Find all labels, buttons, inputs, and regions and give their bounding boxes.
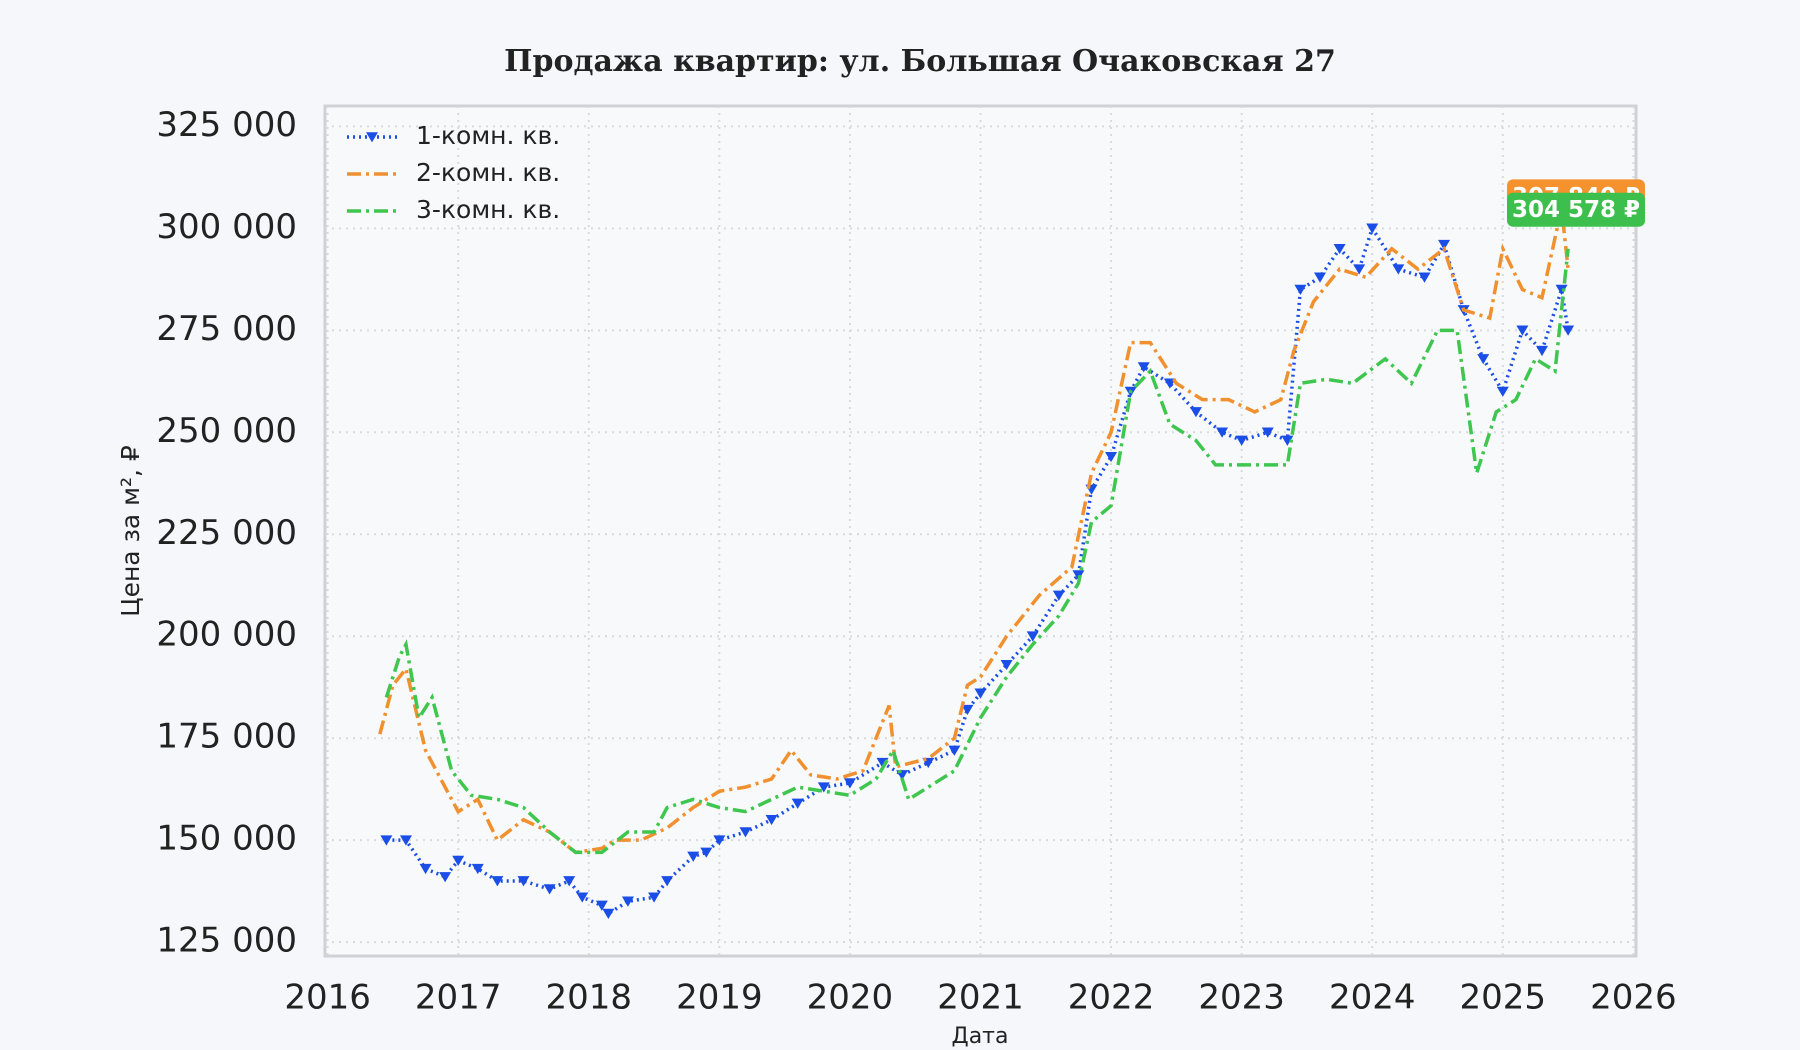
y-tick-label: 150 000	[156, 819, 297, 859]
data-point	[1314, 272, 1327, 283]
data-point	[1333, 243, 1346, 255]
data-point	[1562, 325, 1575, 336]
data-point	[563, 876, 576, 887]
x-tick-label: 2022	[1068, 978, 1155, 1018]
data-point	[1281, 435, 1294, 446]
data-point	[1163, 378, 1176, 389]
legend-label: 3-комн. кв.	[416, 195, 560, 224]
data-point	[1477, 354, 1490, 365]
data-point	[1516, 325, 1529, 336]
y-tick-label: 325 000	[156, 105, 297, 145]
data-point	[1418, 272, 1431, 283]
data-point	[419, 863, 432, 875]
y-tick-label: 175 000	[156, 717, 297, 757]
data-point	[713, 835, 726, 846]
legend-label: 1-комн. кв.	[416, 121, 560, 150]
data-point	[543, 884, 556, 895]
data-point	[974, 688, 987, 699]
x-tick-label: 2017	[415, 978, 502, 1018]
data-point	[1189, 407, 1202, 418]
x-axis-label: Дата	[952, 1024, 1009, 1049]
y-tick-label: 275 000	[156, 309, 297, 349]
data-point	[621, 896, 634, 907]
y-tick-label: 225 000	[156, 513, 297, 553]
x-tick-label: 2021	[937, 978, 1024, 1018]
data-point	[517, 876, 530, 887]
x-tick-label: 2026	[1590, 978, 1677, 1018]
data-point	[1235, 435, 1248, 446]
legend-label: 2-комн. кв.	[416, 158, 560, 187]
data-point	[1294, 284, 1307, 295]
y-tick-label: 300 000	[156, 207, 297, 247]
data-point	[1105, 451, 1118, 463]
x-tick-label: 2023	[1198, 978, 1285, 1018]
data-point	[452, 855, 465, 866]
data-point	[602, 908, 615, 919]
x-tick-label: 2025	[1460, 978, 1547, 1018]
y-tick-label: 125 000	[156, 921, 297, 961]
data-point	[576, 892, 589, 903]
data-point	[961, 704, 974, 716]
data-point	[439, 872, 452, 883]
data-point	[1353, 264, 1366, 275]
data-point	[1535, 345, 1548, 357]
data-point	[595, 900, 608, 911]
data-point	[661, 876, 674, 887]
data-point	[1392, 264, 1405, 275]
x-tick-label: 2020	[807, 978, 894, 1018]
y-axis-label: Цена за м², ₽	[116, 445, 145, 617]
data-point	[1261, 427, 1274, 438]
series-line	[384, 248, 1570, 855]
x-tick-label: 2018	[546, 978, 633, 1018]
x-tick-label: 2016	[284, 978, 371, 1018]
data-point	[491, 876, 504, 887]
y-tick-label: 200 000	[156, 615, 297, 655]
data-point	[471, 863, 484, 875]
data-point	[399, 835, 412, 846]
value-annotation: 304 578 ₽	[1512, 197, 1640, 223]
legend-marker	[366, 132, 378, 143]
y-tick-label: 250 000	[156, 411, 297, 451]
data-point	[817, 782, 830, 793]
value-annotation-box	[1507, 192, 1645, 227]
data-point	[1216, 427, 1229, 438]
data-point	[687, 851, 700, 862]
data-point	[1026, 631, 1039, 642]
x-tick-label: 2024	[1329, 978, 1416, 1018]
data-point	[1137, 362, 1150, 373]
data-point	[1366, 223, 1379, 234]
data-point	[739, 827, 752, 838]
data-point	[700, 847, 713, 858]
data-point	[1555, 284, 1568, 295]
data-point	[380, 835, 393, 846]
data-point	[1052, 590, 1065, 601]
data-point	[948, 745, 961, 756]
data-point	[648, 892, 661, 903]
data-point	[1496, 386, 1509, 397]
data-point	[765, 814, 778, 826]
data-point	[843, 778, 856, 789]
x-tick-label: 2019	[676, 978, 763, 1018]
data-point	[1438, 239, 1451, 251]
chart-title: Продажа квартир: ул. Большая Очаковская …	[504, 44, 1336, 79]
data-point	[791, 798, 804, 809]
data-point	[1000, 659, 1013, 671]
